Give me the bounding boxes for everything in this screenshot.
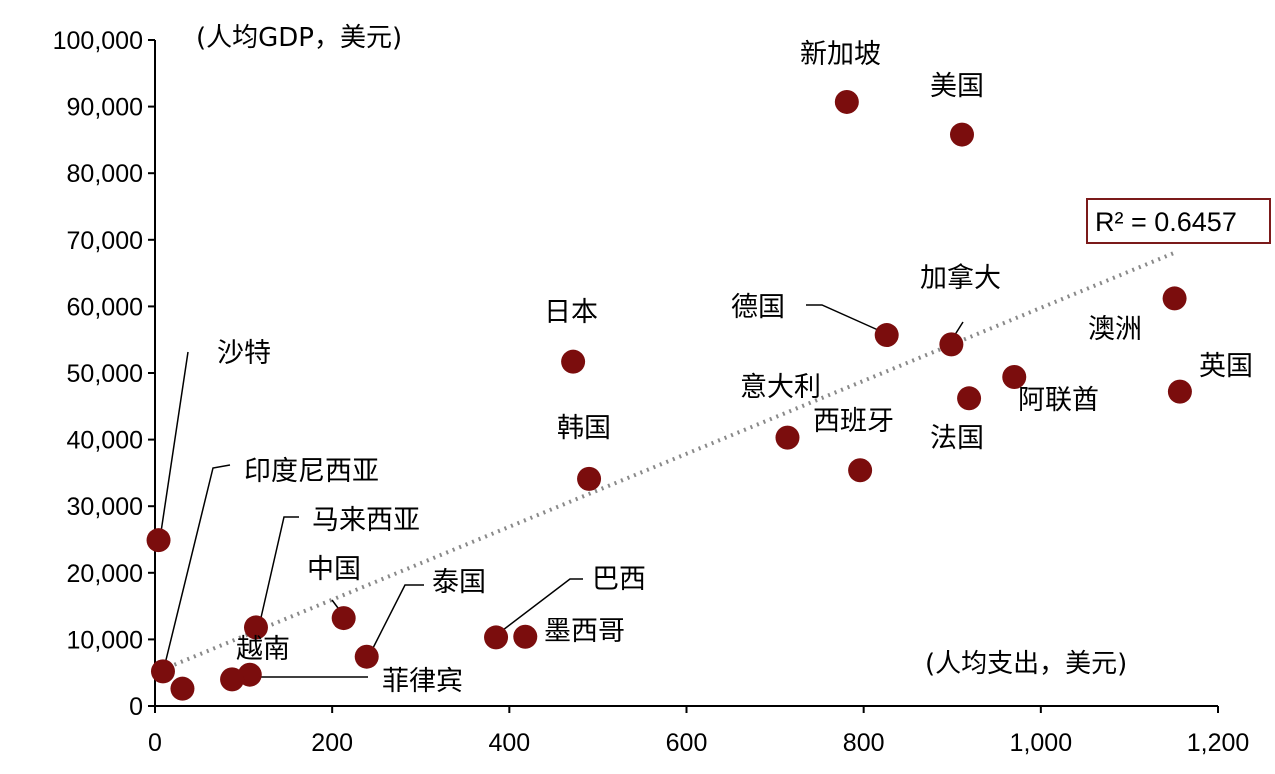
- y-tick-label: 30,000: [67, 493, 143, 521]
- label-uk: 英国: [1199, 351, 1253, 382]
- y-tick-label: 20,000: [67, 560, 143, 588]
- y-tick-label: 90,000: [67, 94, 143, 122]
- data-point: [1162, 286, 1187, 311]
- y-tick-label: 100,000: [53, 27, 143, 55]
- axes: [154, 40, 1218, 707]
- data-point: [834, 89, 859, 114]
- label-vietnam: 越南: [236, 634, 290, 665]
- x-tick-label: 800: [843, 729, 885, 757]
- label-brazil: 巴西: [592, 564, 646, 595]
- x-ticks: 0 200 400 600 800 1,000 1,200: [148, 706, 1249, 757]
- data-point: [220, 667, 245, 692]
- leader-line-saudi: [160, 351, 189, 533]
- label-uae: 阿联酋: [1018, 385, 1099, 416]
- r2-label: R² = 0.6457: [1095, 207, 1237, 237]
- data-point: [146, 528, 171, 553]
- leader-line-malaysia: [259, 516, 299, 623]
- data-point: [484, 625, 509, 650]
- data-point: [331, 606, 356, 631]
- trendline: [154, 251, 1175, 675]
- y-tick-label: 0: [129, 693, 143, 721]
- data-point: [513, 624, 538, 649]
- label-usa: 美国: [930, 71, 984, 102]
- label-thailand: 泰国: [432, 567, 486, 598]
- label-france: 法国: [930, 423, 984, 454]
- label-italy: 意大利: [740, 372, 821, 403]
- data-point: [848, 458, 873, 483]
- y-tick-label: 10,000: [67, 626, 143, 654]
- data-point: [957, 386, 982, 411]
- y-tick-label: 70,000: [67, 227, 143, 255]
- label-australia: 澳洲: [1088, 314, 1142, 345]
- r2-box-frame: [1086, 198, 1271, 244]
- y-tick-label: 80,000: [67, 160, 143, 188]
- x-tick-label: 600: [666, 729, 708, 757]
- x-tick-label: 1,200: [1187, 729, 1250, 757]
- data-point: [939, 332, 964, 357]
- label-germany: 德国: [731, 292, 785, 323]
- data-point: [150, 659, 175, 684]
- x-tick-label: 1,000: [1010, 729, 1073, 757]
- data-point: [243, 615, 268, 640]
- point-labels: 新加坡 美国 加拿大 德国 澳洲 英国 阿联酋 法国 意大利 西班牙 日本 韩国…: [217, 39, 1253, 697]
- data-point: [577, 466, 602, 491]
- data-point: [775, 425, 800, 450]
- leader-line-germany: [806, 304, 879, 331]
- y-ticks: 0 10,000 20,000 30,000 40,000 50,000 60,000 70,…: [53, 27, 155, 721]
- x-axis-unit-label: (人均支出，美元): [925, 649, 1127, 679]
- y-axis-unit-label: (人均GDP，美元): [196, 23, 402, 53]
- x-tick-label: 400: [488, 729, 530, 757]
- label-indonesia: 印度尼西亚: [244, 456, 379, 487]
- data-point: [1167, 379, 1192, 404]
- x-tick-label: 0: [148, 729, 162, 757]
- x-tick-label: 200: [311, 729, 353, 757]
- label-malaysia: 马来西亚: [312, 505, 420, 536]
- data-point: [170, 676, 195, 701]
- label-singapore: 新加坡: [800, 39, 881, 70]
- data-point: [874, 323, 899, 348]
- data-point: [561, 349, 586, 374]
- label-saudi: 沙特: [217, 338, 271, 369]
- r2-box: R² = 0.6457: [1086, 198, 1271, 244]
- label-china: 中国: [307, 554, 361, 585]
- data-point: [1002, 364, 1027, 389]
- data-point: [949, 122, 974, 147]
- label-canada: 加拿大: [920, 263, 1001, 294]
- y-tick-label: 50,000: [67, 360, 143, 388]
- label-philippines: 菲律宾: [382, 666, 463, 697]
- label-mexico: 墨西哥: [544, 616, 625, 647]
- leader-line-thailand: [371, 584, 424, 651]
- y-tick-label: 60,000: [67, 293, 143, 321]
- y-tick-label: 40,000: [67, 427, 143, 455]
- data-points: [146, 89, 1192, 701]
- label-japan: 日本: [544, 297, 598, 328]
- leader-line-indonesia: [164, 464, 231, 665]
- label-spain: 西班牙: [813, 406, 894, 437]
- label-korea: 韩国: [557, 413, 611, 444]
- leader-line-brazil: [502, 578, 583, 631]
- data-point: [354, 644, 379, 669]
